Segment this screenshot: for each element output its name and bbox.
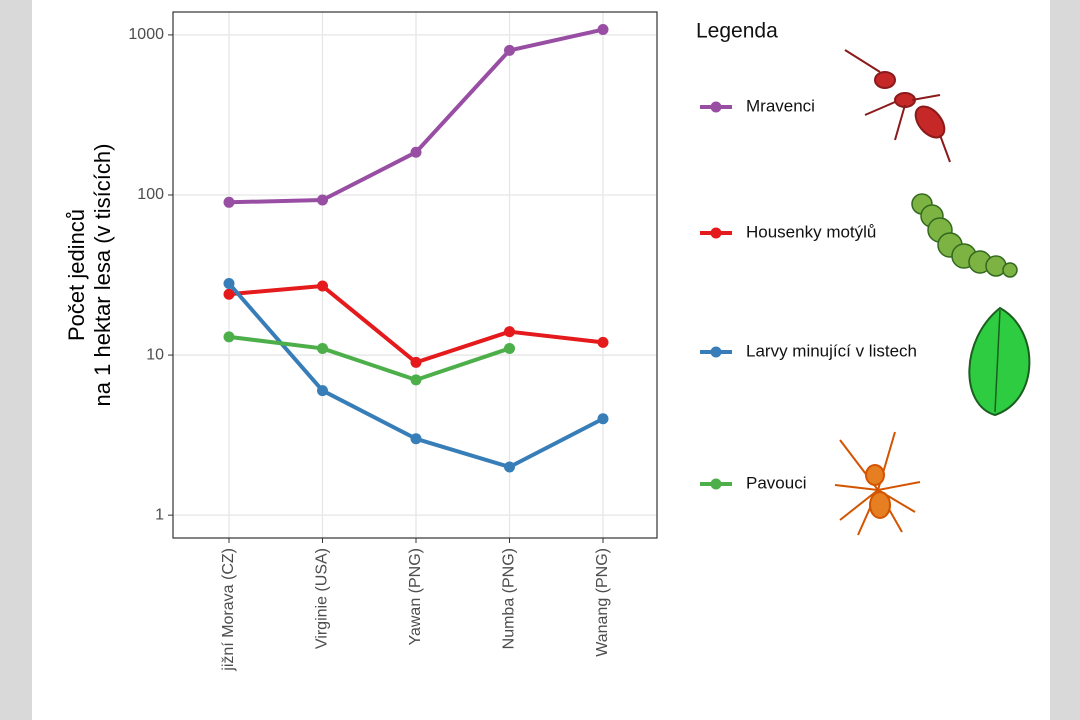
- legend-title: Legenda: [696, 20, 778, 43]
- caterpillar-icon: [911, 193, 1018, 278]
- panel-border: [172, 11, 658, 539]
- x-tick-label: Virginie (USA): [314, 548, 331, 649]
- legend-dot: [710, 227, 722, 239]
- point: [504, 326, 515, 338]
- point: [410, 374, 422, 386]
- point: [504, 44, 515, 56]
- point: [317, 385, 328, 397]
- point: [504, 461, 515, 473]
- legend-label: Mravenci: [746, 96, 815, 115]
- legend-label: Larvy minující v listech: [746, 341, 917, 360]
- point: [223, 196, 235, 208]
- point: [410, 356, 422, 368]
- y-tick-label: 1000: [128, 26, 164, 43]
- legend-label: Pavouci: [746, 473, 806, 492]
- point: [223, 331, 235, 343]
- point: [223, 277, 235, 289]
- point: [223, 288, 235, 300]
- legend-dot: [710, 101, 722, 113]
- point: [317, 280, 328, 292]
- plot-area: [173, 12, 657, 538]
- y-tick-label: 1: [155, 506, 164, 523]
- point: [410, 433, 422, 445]
- series-line: [228, 334, 511, 382]
- legend-label: Housenky motýlů: [746, 222, 876, 241]
- point: [410, 146, 422, 158]
- y-axis-label: na 1 hektar lesa (v tisících): [90, 144, 115, 407]
- y-tick-label: 100: [137, 186, 164, 203]
- margin-right: [1050, 0, 1080, 720]
- legend-dot: [710, 346, 722, 358]
- point: [317, 194, 328, 206]
- point: [317, 342, 328, 354]
- point: [597, 24, 609, 36]
- y-axis-label: Počet jedinců: [64, 209, 89, 341]
- point: [597, 413, 609, 425]
- spider-icon: [834, 431, 921, 536]
- y-tick-label: 10: [146, 346, 164, 363]
- leaf-icon: [968, 306, 1031, 417]
- ant-icon: [844, 49, 951, 163]
- x-tick-label: Yawan (PNG): [407, 548, 424, 646]
- margin-left: [0, 0, 32, 720]
- x-tick-label: Numba (PNG): [501, 548, 518, 649]
- point: [597, 336, 609, 348]
- panel: [173, 12, 657, 538]
- legend-dot: [710, 478, 722, 490]
- point: [504, 342, 515, 354]
- x-tick-label: Wanang (PNG): [594, 548, 611, 657]
- x-tick-label: jižní Morava (CZ): [220, 548, 237, 672]
